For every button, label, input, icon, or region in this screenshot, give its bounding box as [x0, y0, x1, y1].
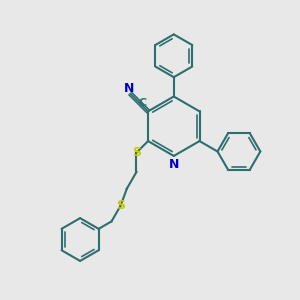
Text: N: N — [124, 82, 134, 94]
Text: S: S — [116, 199, 125, 212]
Text: C: C — [138, 98, 146, 108]
Text: N: N — [169, 158, 179, 171]
Text: S: S — [132, 146, 141, 159]
